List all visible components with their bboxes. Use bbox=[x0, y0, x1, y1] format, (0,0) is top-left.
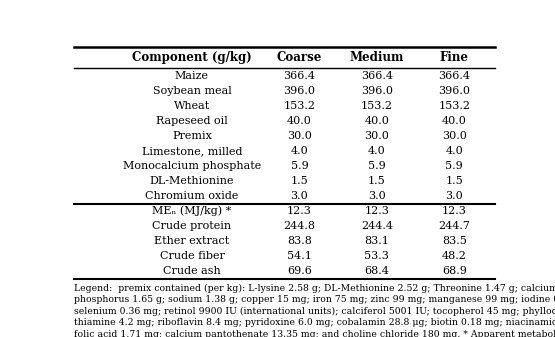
Text: 366.4: 366.4 bbox=[284, 71, 315, 81]
Text: 3.0: 3.0 bbox=[446, 191, 463, 201]
Text: Medium: Medium bbox=[350, 51, 404, 64]
Text: 30.0: 30.0 bbox=[365, 131, 390, 141]
Text: 30.0: 30.0 bbox=[442, 131, 467, 141]
Text: 12.3: 12.3 bbox=[365, 206, 390, 216]
Text: 4.0: 4.0 bbox=[291, 146, 309, 156]
Text: Soybean meal: Soybean meal bbox=[153, 86, 231, 96]
Text: Coarse: Coarse bbox=[277, 51, 322, 64]
Text: Component (g/kg): Component (g/kg) bbox=[132, 51, 252, 64]
Text: 396.0: 396.0 bbox=[361, 86, 393, 96]
Text: 396.0: 396.0 bbox=[284, 86, 315, 96]
Text: 153.2: 153.2 bbox=[284, 101, 315, 111]
Text: MEₙ (MJ/kg) *: MEₙ (MJ/kg) * bbox=[152, 206, 231, 216]
Text: DL-Methionine: DL-Methionine bbox=[150, 176, 234, 186]
Text: Crude ash: Crude ash bbox=[163, 266, 221, 276]
Text: 3.0: 3.0 bbox=[368, 191, 386, 201]
Text: Chromium oxide: Chromium oxide bbox=[145, 191, 239, 201]
Text: 1.5: 1.5 bbox=[291, 176, 309, 186]
Text: 83.5: 83.5 bbox=[442, 236, 467, 246]
Text: 244.8: 244.8 bbox=[284, 221, 315, 231]
Text: Wheat: Wheat bbox=[174, 101, 210, 111]
Text: 366.4: 366.4 bbox=[438, 71, 470, 81]
Text: 68.4: 68.4 bbox=[365, 266, 390, 276]
Text: Premix: Premix bbox=[172, 131, 212, 141]
Text: 40.0: 40.0 bbox=[365, 116, 390, 126]
Text: 48.2: 48.2 bbox=[442, 251, 467, 261]
Text: Rapeseed oil: Rapeseed oil bbox=[156, 116, 228, 126]
Text: Fine: Fine bbox=[440, 51, 469, 64]
Text: 30.0: 30.0 bbox=[287, 131, 312, 141]
Text: 83.1: 83.1 bbox=[365, 236, 390, 246]
Text: Monocalcium phosphate: Monocalcium phosphate bbox=[123, 161, 261, 171]
Text: 69.6: 69.6 bbox=[287, 266, 312, 276]
Text: 68.9: 68.9 bbox=[442, 266, 467, 276]
Text: 4.0: 4.0 bbox=[446, 146, 463, 156]
Text: Maize: Maize bbox=[175, 71, 209, 81]
Text: 54.1: 54.1 bbox=[287, 251, 312, 261]
Text: 244.4: 244.4 bbox=[361, 221, 393, 231]
Text: 153.2: 153.2 bbox=[438, 101, 470, 111]
Text: 83.8: 83.8 bbox=[287, 236, 312, 246]
Text: 12.3: 12.3 bbox=[287, 206, 312, 216]
Text: 5.9: 5.9 bbox=[368, 161, 386, 171]
Text: Crude protein: Crude protein bbox=[153, 221, 231, 231]
Text: Legend:  premix contained (per kg): L-lysine 2.58 g; DL-Methionine 2.52 g; Threo: Legend: premix contained (per kg): L-lys… bbox=[74, 283, 555, 337]
Text: 366.4: 366.4 bbox=[361, 71, 393, 81]
Text: 40.0: 40.0 bbox=[287, 116, 312, 126]
Text: 396.0: 396.0 bbox=[438, 86, 470, 96]
Text: 1.5: 1.5 bbox=[446, 176, 463, 186]
Text: 1.5: 1.5 bbox=[368, 176, 386, 186]
Text: Crude fiber: Crude fiber bbox=[159, 251, 224, 261]
Text: Ether extract: Ether extract bbox=[154, 236, 230, 246]
Text: 5.9: 5.9 bbox=[291, 161, 309, 171]
Text: 40.0: 40.0 bbox=[442, 116, 467, 126]
Text: 153.2: 153.2 bbox=[361, 101, 393, 111]
Text: 244.7: 244.7 bbox=[438, 221, 470, 231]
Text: 5.9: 5.9 bbox=[446, 161, 463, 171]
Text: 53.3: 53.3 bbox=[365, 251, 390, 261]
Text: 4.0: 4.0 bbox=[368, 146, 386, 156]
Text: 3.0: 3.0 bbox=[291, 191, 309, 201]
Text: 12.3: 12.3 bbox=[442, 206, 467, 216]
Text: Limestone, milled: Limestone, milled bbox=[142, 146, 242, 156]
